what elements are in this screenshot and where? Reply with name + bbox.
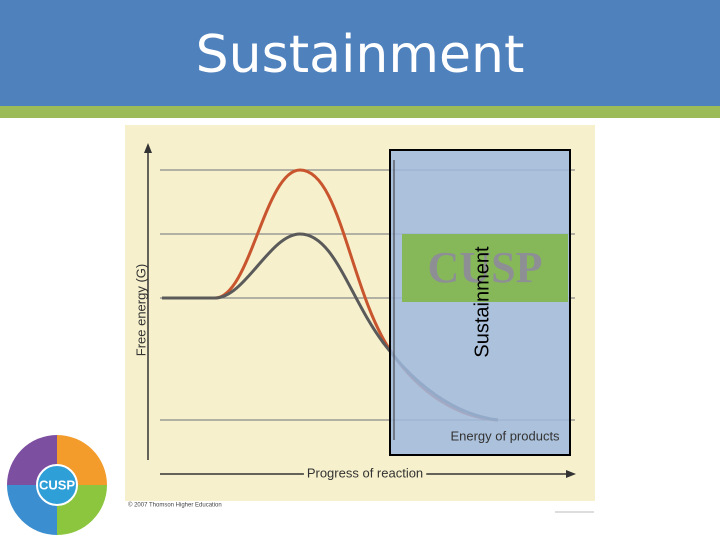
header-band	[0, 0, 720, 106]
slide-title: Sustainment	[196, 25, 525, 85]
badge-text: CUSP	[428, 243, 543, 292]
copyright: © 2007 Thomson Higher Education	[128, 502, 222, 509]
overlay: CUSP Sustainment Energy of products	[389, 149, 571, 456]
header-rule	[0, 106, 720, 118]
y-axis-label: Free energy (G)	[133, 264, 148, 356]
products-label: Energy of products	[450, 428, 560, 443]
overlay-box	[389, 149, 571, 456]
x-axis-label: Progress of reaction	[307, 465, 423, 480]
y-arrow	[144, 143, 152, 153]
logo-label: CUSP	[39, 477, 75, 492]
logo-center	[36, 464, 78, 506]
side-label: Sustainment	[471, 246, 493, 358]
x-arrow	[566, 470, 576, 478]
badge-band	[402, 234, 568, 302]
logo: CUSP	[7, 435, 107, 535]
